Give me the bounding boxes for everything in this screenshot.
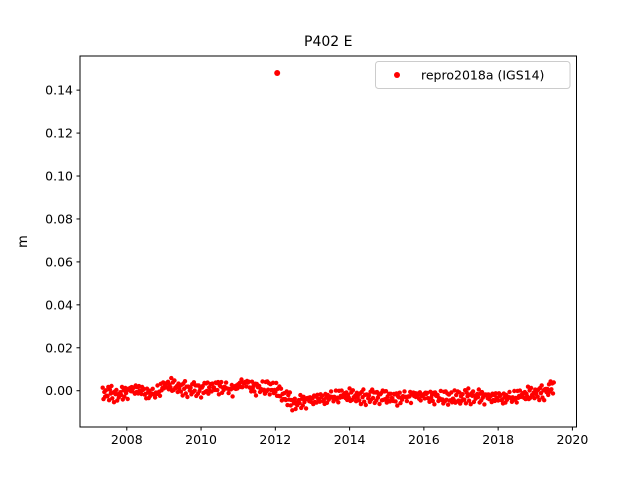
x-tick-label: 2016 (408, 432, 440, 447)
x-tick-label: 2012 (259, 432, 291, 447)
outlier-point (274, 70, 281, 76)
legend: repro2018a (IGS14) (375, 61, 571, 89)
y-tick-label: 0.02 (45, 340, 73, 355)
x-tick-label: 2018 (482, 432, 514, 447)
legend-label: repro2018a (IGS14) (421, 68, 544, 83)
scatter-series (100, 70, 556, 413)
x-tick-label: 2008 (111, 432, 143, 447)
x-tick-label: 2020 (557, 432, 589, 447)
x-axis: 2008 2010 2012 2014 2016 2018 2020 (111, 427, 588, 447)
y-tick-label: 0.08 (45, 211, 73, 226)
axes-frame (79, 55, 577, 428)
y-tick-label: 0.04 (45, 297, 73, 312)
y-axis: 0.00 0.02 0.04 0.06 0.08 0.10 0.12 0.14 (45, 83, 80, 398)
chart-title: P402 E (304, 34, 352, 50)
x-tick-label: 2010 (185, 432, 217, 447)
y-tick-label: 0.06 (45, 254, 73, 269)
legend-box (375, 61, 571, 89)
y-tick-label: 0.00 (45, 383, 73, 398)
y-tick-label: 0.12 (45, 126, 73, 141)
x-tick-label: 2014 (334, 432, 366, 447)
y-tick-label: 0.10 (45, 169, 73, 184)
legend-marker-icon (394, 72, 400, 78)
y-axis-label: m (16, 235, 31, 248)
y-tick-label: 0.14 (45, 83, 73, 98)
